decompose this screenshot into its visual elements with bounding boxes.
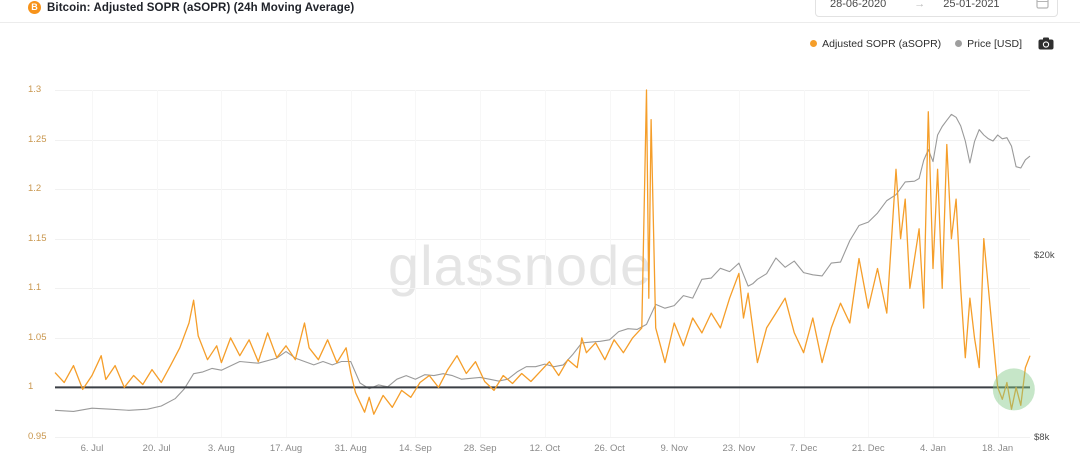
v-gridline [480,90,482,437]
v-gridline [415,90,417,437]
x-axis-tick-label: 9. Nov [660,443,688,453]
right-axis-tick-label: $20k [1034,250,1055,261]
date-range-start[interactable]: 28-06-2020 [830,0,887,10]
v-gridline [803,90,805,437]
right-axis-tick-label: $8k [1034,432,1050,443]
h-gridline [55,288,1030,290]
x-axis-tick-label: 28. Sep [463,443,497,453]
x-axis-tick-label: 23. Nov [722,443,756,453]
v-gridline [868,90,870,437]
y-axis-tick-label: 1.05 [28,331,47,343]
h-gridline [55,238,1030,240]
camera-icon[interactable] [1038,37,1054,50]
v-gridline [609,90,611,437]
glassnode-watermark: glassnode [388,234,653,297]
v-gridline [286,90,288,437]
legend-item-price[interactable]: Price [USD] [955,38,1022,50]
x-axis-tick-label: 12. Oct [529,443,561,453]
x-axis-tick-label: 4. Jan [920,443,946,453]
x-axis-tick-label: 26. Oct [594,443,625,453]
price-line-series [54,113,1031,412]
price-series-dot-icon [955,40,963,47]
legend: Adjusted SOPR (aSOPR) Price [USD] [810,37,1054,50]
h-gridline [55,337,1030,339]
date-range-arrow-icon: → [914,0,926,10]
y-axis-tick-label: 1.1 [28,282,42,294]
v-gridline [221,90,223,437]
x-axis-tick-label: 7. Dec [789,443,818,453]
header-divider [0,22,1080,23]
legend-item-asopr[interactable]: Adjusted SOPR (aSOPR) [810,38,941,50]
y-axis-tick-label: 0.95 [28,431,47,442]
chart-header: B Bitcoin: Adjusted SOPR (aSOPR) (24h Mo… [0,0,1080,22]
chart-area[interactable]: glassnode 0.95 1 1.05 1.1 1.15 1.2 1.25 1.3 6. J… [0,60,1080,453]
y-axis-tick-label: 1.3 [28,84,42,95]
legend-label: Price [USD] [967,37,1022,50]
y-axis-tick-label: 1.15 [28,232,47,244]
page-title: Bitcoin: Adjusted SOPR (aSOPR) (24h Movi… [47,1,355,14]
annotation-highlight-circle [992,368,1035,411]
asopr-line-series [54,89,1031,415]
h-gridline [55,139,1030,141]
h-gridline [55,189,1030,191]
x-axis-tick-label: 21. Dec [851,443,885,453]
y-axis-tick-label: 1.25 [28,133,47,145]
calendar-icon[interactable] [1036,0,1049,12]
date-range-picker[interactable]: 28-06-2020 → 25-01-2021 [815,0,1058,17]
date-range-end[interactable]: 25-01-2021 [943,0,1000,10]
v-gridline [544,90,546,437]
h-gridline [55,90,1030,91]
v-gridline [674,90,676,437]
v-gridline [350,90,352,437]
x-axis-tick-label: 6. Jul [80,443,104,453]
asopr-series-dot-icon [810,40,818,47]
title-wrap: B Bitcoin: Adjusted SOPR (aSOPR) (24h Mo… [28,1,354,14]
x-axis-tick-label: 20. Jul [142,443,171,453]
x-axis-tick-label: 18. Jan [982,443,1014,453]
v-gridline [997,90,999,437]
x-axis-tick-label: 3. Aug [207,443,235,453]
h-gridline [55,437,1030,438]
x-axis-tick-label: 31. Aug [334,443,367,453]
x-axis-tick-label: 17. Aug [269,443,303,453]
y-axis-tick-label: 1.2 [28,183,42,195]
x-axis-tick-label: 14. Sep [399,443,432,453]
plot-svg [54,89,1035,415]
v-gridline [156,90,158,437]
v-gridline [91,90,93,437]
legend-label: Adjusted SOPR (aSOPR) [822,37,942,50]
bitcoin-icon: B [28,1,41,14]
y-axis-tick-label: 1 [28,381,34,393]
